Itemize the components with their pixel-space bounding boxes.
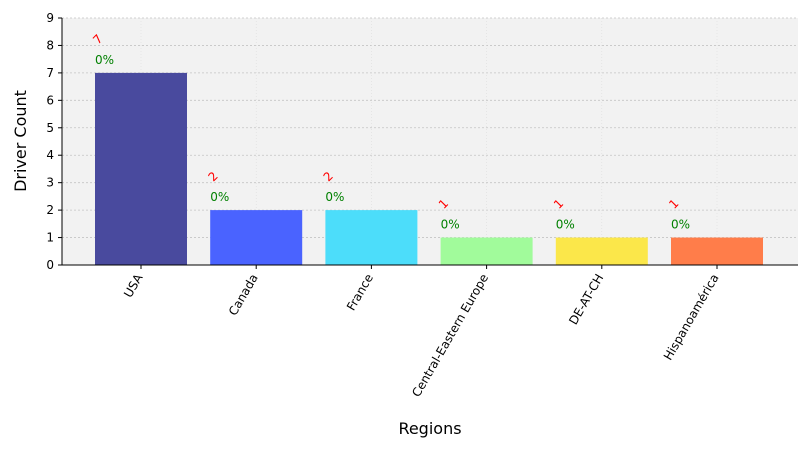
y-axis-title: Driver Count: [11, 90, 30, 192]
y-tick-label: 4: [46, 148, 54, 162]
y-ticks: 0 1 2 3 4 5 6 7 8 9: [46, 11, 62, 272]
bar-central-eastern-europe: [440, 237, 533, 265]
x-tick-label: France: [344, 272, 376, 314]
x-tick-label: USA: [121, 271, 146, 300]
bars: [95, 72, 763, 265]
axes: [61, 18, 798, 266]
x-tick-label: Canada: [226, 272, 261, 319]
bar-canada: [210, 210, 303, 265]
x-axis-title: Regions: [398, 419, 461, 438]
percent-label: 0%: [95, 53, 114, 67]
y-tick-label: 3: [46, 176, 54, 190]
x-ticks: USA Canada France Central-Eastern Europe DE-…: [121, 265, 722, 399]
y-tick-label: 0: [46, 258, 54, 272]
bar-hispanoam-rica: [671, 237, 763, 265]
bar-france: [325, 210, 418, 265]
x-tick-label: DE-AT-CH: [566, 272, 606, 328]
bar-usa: [95, 72, 187, 265]
x-tick-label: Central-Eastern Europe: [409, 272, 491, 400]
y-tick-label: 7: [46, 66, 54, 80]
y-tick-label: 5: [46, 121, 54, 135]
percent-label: 0%: [671, 218, 690, 232]
x-tick-label: Hispanoamérica: [661, 272, 722, 363]
bar-de-at-ch: [555, 237, 648, 265]
percent-label: 0%: [556, 218, 575, 232]
y-tick-label: 2: [46, 203, 54, 217]
y-tick-label: 8: [46, 38, 54, 52]
percent-label: 0%: [210, 190, 229, 204]
percent-label: 0%: [325, 190, 344, 204]
y-tick-label: 9: [46, 11, 54, 25]
y-tick-label: 6: [46, 93, 54, 107]
y-tick-label: 1: [46, 231, 54, 245]
percent-label: 0%: [441, 218, 460, 232]
